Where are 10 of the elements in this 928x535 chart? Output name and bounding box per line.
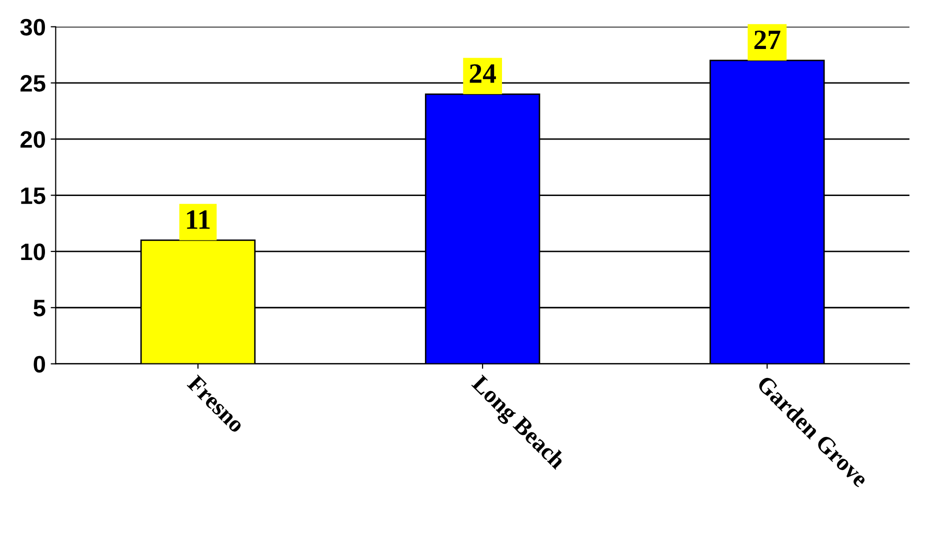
y-tick-label: 20 [20, 131, 45, 148]
y-tick-label: 30 [20, 18, 45, 36]
y-tick-label: 0 [34, 356, 45, 373]
data-label: 24 [470, 64, 496, 83]
y-tick-label: 15 [21, 188, 46, 204]
y-tick-label: 5 [34, 300, 46, 316]
y-tick-label: 25 [20, 74, 46, 92]
data-label: 27 [754, 30, 780, 49]
data-label: 11 [187, 210, 210, 229]
y-tick-label: 10 [21, 244, 45, 260]
